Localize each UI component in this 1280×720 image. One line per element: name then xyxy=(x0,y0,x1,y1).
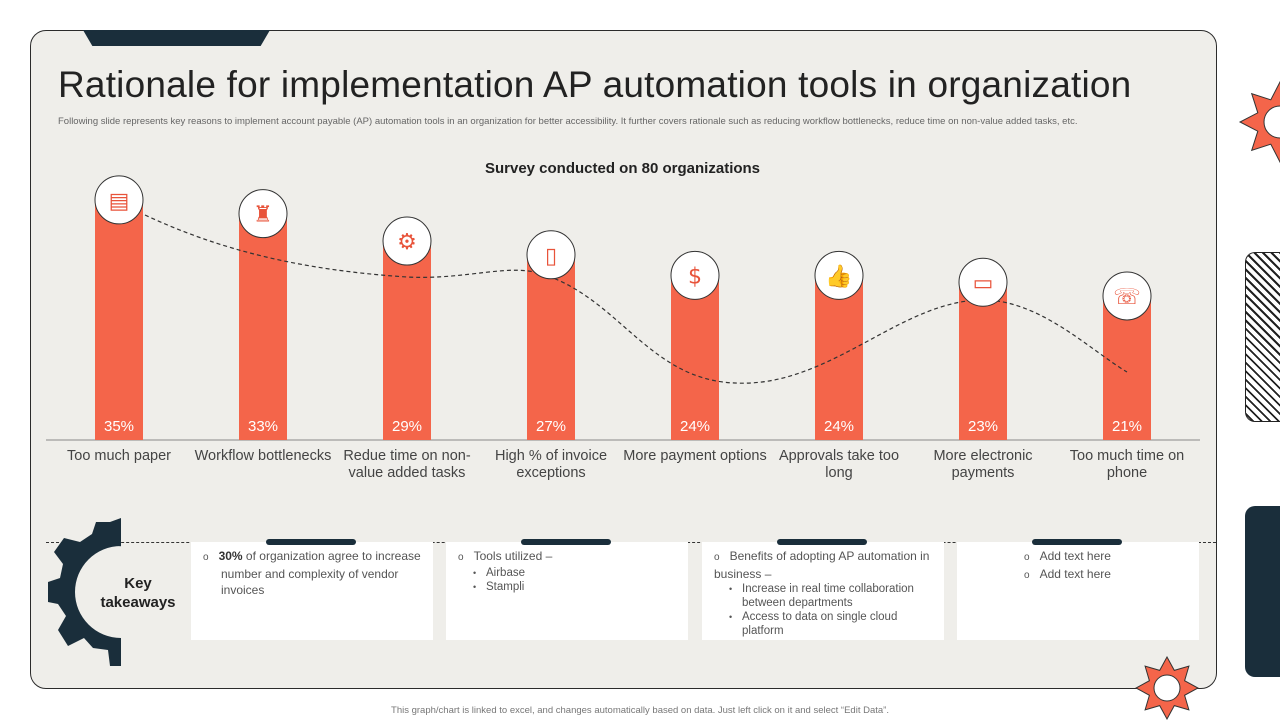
takeaway-item: 30% of organization agree to increase nu… xyxy=(203,548,423,598)
svg-text:▭: ▭ xyxy=(973,271,994,296)
bar[interactable] xyxy=(671,275,719,440)
bottle-icon: ♜ xyxy=(238,189,288,239)
takeaway-card: Tools utilized – AirbaseStampli xyxy=(446,539,688,640)
svg-text:👍: 👍 xyxy=(825,263,852,289)
data-label: 24% xyxy=(680,418,710,435)
bar[interactable] xyxy=(95,199,143,440)
page-subtitle: Following slide represents key reasons t… xyxy=(58,116,1078,127)
card-accent-bar xyxy=(777,539,867,545)
category-label: More payment options xyxy=(623,448,767,464)
takeaway-card: Benefits of adopting AP automation in bu… xyxy=(702,539,944,640)
gear-decoration-icon xyxy=(1238,80,1280,164)
item-text: of organization agree to increase number… xyxy=(221,549,421,597)
card-accent-bar xyxy=(266,539,356,545)
card-accent-bar xyxy=(1032,539,1122,545)
key-takeaways-label: Key takeaways xyxy=(100,575,176,611)
gear-half-icon xyxy=(48,518,121,666)
mobile-payment-icon: ▭ xyxy=(958,257,1008,307)
panel-tab-decoration xyxy=(83,30,270,46)
takeaway-item: Add text here xyxy=(969,566,1189,584)
bar[interactable] xyxy=(383,241,431,440)
data-label: 29% xyxy=(392,418,422,435)
svg-text:▯: ▯ xyxy=(545,244,557,269)
category-label: Approvals take too long xyxy=(778,448,900,481)
data-label: 27% xyxy=(536,418,566,435)
data-label: 24% xyxy=(824,418,854,435)
footer-note: This graph/chart is linked to excel, and… xyxy=(391,705,889,716)
bar[interactable] xyxy=(239,213,287,440)
item-text: Add text here xyxy=(1039,549,1111,563)
phone-icon: ☏ xyxy=(1102,271,1152,321)
item-text: Tools utilized – xyxy=(473,549,553,563)
category-label: High % of invoice exceptions xyxy=(494,448,608,481)
svg-text:☏: ☏ xyxy=(1113,285,1141,310)
thumbs-up-icon: 👍 xyxy=(814,250,864,300)
sub-item: Airbase xyxy=(458,566,678,580)
bar[interactable] xyxy=(959,282,1007,440)
svg-text:⚙: ⚙ xyxy=(397,230,417,255)
svg-text:$: $ xyxy=(688,264,702,289)
page-title: Rationale for implementation AP automati… xyxy=(58,64,1132,105)
category-label: Redue time on non-value added tasks xyxy=(343,448,471,481)
striped-decoration xyxy=(1245,252,1280,422)
item-text: Add text here xyxy=(1039,567,1111,581)
takeaway-card: 30% of organization agree to increase nu… xyxy=(191,539,433,640)
takeaway-item: Add text here xyxy=(969,548,1189,566)
dark-decoration-block xyxy=(1245,506,1280,677)
chart-title: Survey conducted on 80 organizations xyxy=(484,160,761,177)
data-label: 35% xyxy=(104,418,134,435)
sub-item: Stampli xyxy=(458,580,678,594)
highlight-value: 30% xyxy=(218,549,243,563)
category-label: Too much time on phone xyxy=(1069,448,1185,481)
bar[interactable] xyxy=(527,254,575,440)
gear-decoration-icon xyxy=(1135,656,1199,720)
data-label: 21% xyxy=(1112,418,1142,435)
paper-stack-icon: ▤ xyxy=(94,175,144,225)
sub-item: Increase in real time collaboration betw… xyxy=(714,582,934,610)
svg-text:♜: ♜ xyxy=(253,203,273,228)
bar[interactable] xyxy=(815,275,863,440)
card-accent-bar xyxy=(521,539,611,545)
invoice-phone-icon: ▯ xyxy=(526,230,576,280)
takeaway-item: Tools utilized – xyxy=(458,548,678,566)
trend-line xyxy=(144,214,1128,384)
payment-icon: $ xyxy=(670,250,720,300)
svg-text:▤: ▤ xyxy=(109,189,130,214)
sub-item: Access to data on single cloud platform xyxy=(714,610,934,638)
category-label: Workflow bottlenecks xyxy=(194,448,332,464)
gear-icon: ⚙ xyxy=(382,216,432,266)
category-label: Too much paper xyxy=(67,448,171,464)
takeaway-card: Add text here Add text here xyxy=(957,539,1199,640)
item-text: Benefits of adopting AP automation in bu… xyxy=(714,549,930,581)
data-label: 33% xyxy=(248,418,278,435)
takeaway-item: Benefits of adopting AP automation in bu… xyxy=(714,548,934,582)
data-label: 23% xyxy=(968,418,998,435)
category-label: More electronic payments xyxy=(933,448,1033,481)
